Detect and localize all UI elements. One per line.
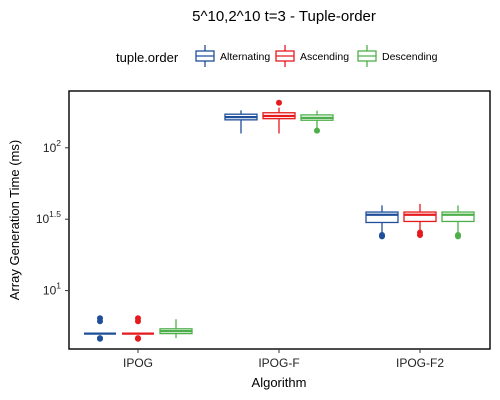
- box-ipog-descending: [159, 319, 193, 339]
- legend-label: Ascending: [300, 51, 349, 63]
- legend-title: tuple.order: [116, 50, 179, 65]
- chart-title: 5^10,2^10 t=3 - Tuple-order: [192, 8, 376, 25]
- box-ipog-alternating: [84, 315, 116, 342]
- outlier-point: [276, 99, 282, 106]
- box-ipog-f2-ascending: [403, 203, 437, 239]
- legend-item-descending: Descending: [357, 45, 438, 67]
- y-tick-label: 102: [43, 138, 61, 155]
- x-tick-label: IPOG-F2: [396, 356, 444, 370]
- box-iqr: [365, 211, 399, 224]
- legend-item-alternating: Alternating: [195, 45, 270, 67]
- box-marks: [84, 99, 475, 342]
- outlier-point: [135, 315, 141, 322]
- y-axis: 101 101.5 102: [36, 138, 69, 298]
- legend-label: Descending: [382, 51, 438, 63]
- box-iqr: [441, 211, 475, 223]
- box-ipog-f-ascending: [262, 99, 296, 134]
- y-tick-label: 101: [43, 281, 61, 298]
- legend-label: Alternating: [220, 51, 270, 63]
- y-tick-label: 101.5: [36, 209, 61, 226]
- box-ipog-f2-descending: [441, 205, 475, 240]
- box-ipog-f2-alternating: [365, 205, 399, 240]
- x-tick-label: IPOG: [123, 356, 153, 370]
- outlier-point: [379, 232, 385, 239]
- outlier-point: [97, 335, 103, 342]
- outlier-point: [135, 335, 141, 342]
- box-ipog-f-alternating: [224, 110, 258, 134]
- outlier-point: [417, 229, 423, 236]
- x-axis-title: Algorithm: [252, 375, 307, 390]
- box-ipog-f-descending: [300, 110, 334, 134]
- outlier-point: [97, 315, 103, 322]
- x-axis: IPOG IPOG-F IPOG-F2: [123, 349, 444, 370]
- y-axis-title: Array Generation Time (ms): [7, 140, 22, 300]
- legend: tuple.order Alternating Ascending Descendi…: [116, 45, 438, 67]
- box-ipog-ascending: [122, 315, 154, 342]
- x-tick-label: IPOG-F: [258, 356, 299, 370]
- legend-item-ascending: Ascending: [275, 45, 349, 67]
- outlier-point: [314, 127, 320, 134]
- outlier-point: [455, 232, 461, 239]
- box-iqr: [403, 211, 437, 223]
